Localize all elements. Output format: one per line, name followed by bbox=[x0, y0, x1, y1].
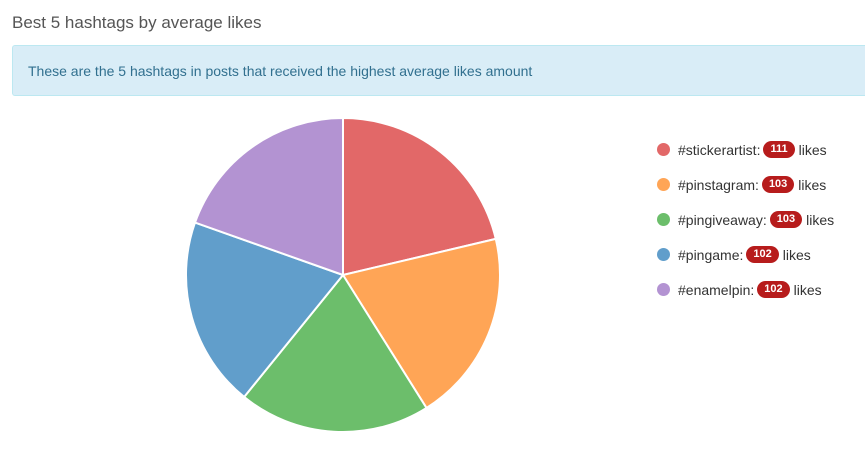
legend-label: #pingame: bbox=[678, 246, 744, 263]
legend-color-dot bbox=[657, 178, 670, 191]
likes-count-badge: 111 bbox=[763, 141, 795, 158]
likes-count-badge: 103 bbox=[761, 176, 795, 193]
legend-label: #stickerartist: bbox=[678, 141, 761, 158]
pie-slice-stickerartist[interactable] bbox=[342, 116, 497, 277]
likes-count-badge: 102 bbox=[757, 281, 790, 298]
likes-word: likes bbox=[782, 246, 811, 263]
pie-slice-pingame[interactable] bbox=[185, 221, 345, 399]
legend-label: #enamelpin: bbox=[678, 281, 755, 298]
likes-count-badge: 102 bbox=[746, 246, 779, 263]
info-text: These are the 5 hashtags in posts that r… bbox=[28, 63, 533, 79]
legend-item: #enamelpin: 102 likes bbox=[657, 272, 834, 307]
legend-color-dot bbox=[657, 213, 670, 226]
info-alert: These are the 5 hashtags in posts that r… bbox=[12, 45, 865, 96]
page-title: Best 5 hashtags by average likes bbox=[12, 13, 262, 32]
likes-word: likes bbox=[806, 211, 835, 228]
likes-count-badge: 103 bbox=[769, 211, 803, 228]
pie-slice-pingiveaway[interactable] bbox=[242, 273, 428, 433]
legend-item: #pingiveaway: 103 likes bbox=[657, 202, 834, 237]
likes-word: likes bbox=[793, 281, 822, 298]
pie-slice-pinstagram[interactable] bbox=[341, 237, 501, 410]
legend-color-dot bbox=[657, 143, 670, 156]
pie-slice-enamelpin[interactable] bbox=[193, 116, 344, 277]
likes-word: likes bbox=[798, 176, 827, 193]
chart-legend: #stickerartist: 111 likes #pinstagram: 103 li… bbox=[657, 132, 834, 307]
legend-item: #stickerartist: 111 likes bbox=[657, 132, 834, 167]
legend-color-dot bbox=[657, 283, 670, 296]
likes-word: likes bbox=[798, 141, 827, 158]
legend-label: #pinstagram: bbox=[678, 176, 759, 193]
legend-item: #pinstagram: 103 likes bbox=[657, 167, 834, 202]
legend-label: #pingiveaway: bbox=[678, 211, 767, 228]
pie-chart bbox=[185, 116, 501, 433]
legend-color-dot bbox=[657, 248, 670, 261]
legend-item: #pingame: 102 likes bbox=[657, 237, 834, 272]
